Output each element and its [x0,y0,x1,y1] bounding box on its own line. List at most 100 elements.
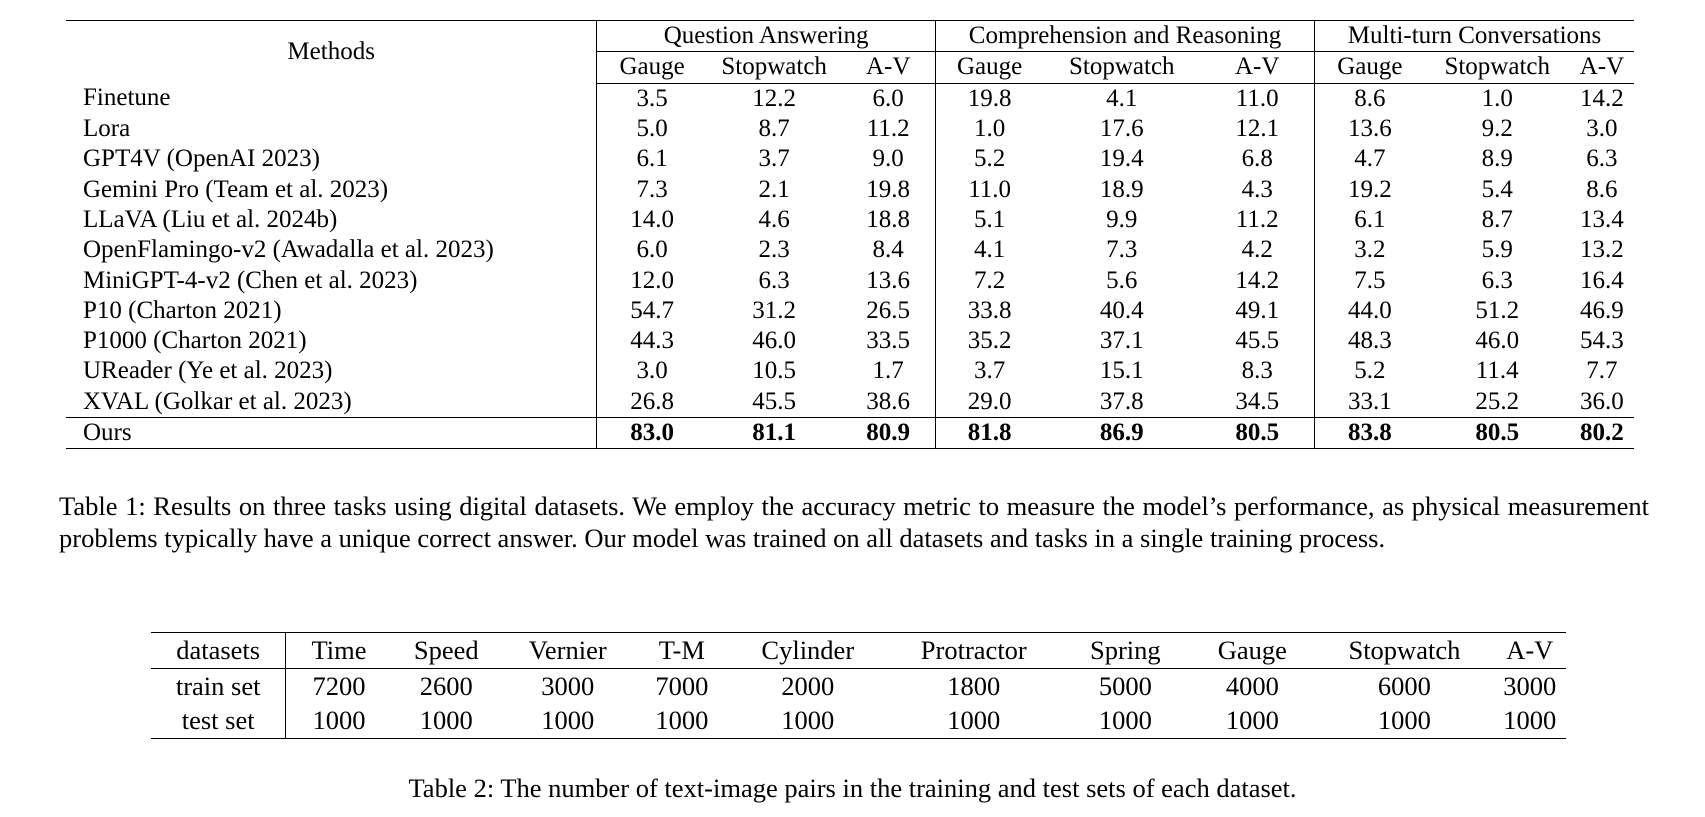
results-table: Methods Question Answering Comprehension… [66,20,1634,450]
dataset-column-header: Gauge [1189,632,1316,669]
split-label: test set [151,703,287,738]
subcol-av: A-V [1200,51,1315,84]
count-cell: 2600 [419,670,473,701]
score-cell: 8.9 [1481,145,1513,173]
table1-caption: Table 1: Results on three tasks using di… [59,491,1649,553]
score-cell: 40.4 [1099,296,1144,324]
score-cell: 8.7 [1481,205,1513,233]
score-cell: 4.2 [1241,236,1273,264]
score-cell: 29.0 [934,386,1044,418]
score-cell: 16.4 [1580,266,1624,294]
score-cell: 12.0 [596,265,707,296]
score-cell: 54.3 [1580,327,1624,355]
table-row: Lora 5.0 8.7 11.2 1.0 17.6 12.1 13.6 9.2 3.0 [66,113,1634,145]
count-cell: 4000 [1225,670,1279,701]
score-cell: 13.6 [866,266,911,294]
table2-header-row: datasets Time Speed Vernier T-M Cylinder Protr… [151,632,1566,669]
count-cell: 5000 [1098,670,1152,701]
count-cell: 7000 [655,670,709,701]
table-row: test set 1000 1000 1000 1000 1000 1000 1000 1000… [151,703,1566,738]
score-cell: 6.3 [1586,145,1618,173]
subcol-stopwatch: Stopwatch [1043,51,1201,84]
table2-caption: Table 2: The number of text-image pairs … [408,773,1297,803]
subcol-av: A-V [1569,51,1634,84]
count-cell: 1000 [1225,705,1279,736]
score-cell: 86.9 [1043,416,1201,449]
method-name: LLaVA (Liu et al. 2024b) [83,205,338,233]
table-row: Finetune 3.5 12.2 6.0 19.8 4.1 11.0 8.6 1.0 14.2 [66,83,1634,114]
score-cell: 3.0 [596,356,707,387]
score-cell: 5.0 [596,113,707,145]
table-row: LLaVA (Liu et al. 2024b) 14.0 4.6 18.8 5.1 9.… [66,204,1634,236]
subcol-stopwatch: Stopwatch [706,51,842,84]
score-cell: 3.5 [596,83,707,114]
table2-body: datasets Time Speed Vernier T-M Cylinder Protr… [151,632,1566,738]
score-cell: 8.7 [758,115,790,143]
score-cell: 5.4 [1481,175,1513,203]
score-cell: 5.6 [1106,266,1138,294]
score-cell: 46.0 [1475,327,1520,355]
score-cell: 1.7 [872,357,904,385]
dataset-column-header: Stopwatch [1315,632,1494,669]
method-name: XVAL (Golkar et al. 2023) [83,387,352,415]
dataset-column-header: Vernier [500,632,635,669]
method-name: Lora [83,115,131,143]
count-cell: 3000 [1503,670,1557,701]
dataset-column-header: Speed [391,632,501,669]
score-cell: 14.0 [596,204,707,236]
split-label: train set [151,668,287,703]
method-name: MiniGPT-4-v2 (Chen et al. 2023) [83,266,418,294]
score-cell: 31.2 [752,296,797,324]
score-cell: 6.0 [596,235,707,266]
score-cell: 37.1 [1099,327,1144,355]
score-cell: 12.1 [1235,115,1280,143]
dataset-column-header: Cylinder [729,632,887,669]
score-cell: 2.3 [758,236,790,264]
count-cell: 1000 [781,705,835,736]
table-row: P1000 (Charton 2021) 44.3 46.0 33.5 35.2 37.1… [66,325,1634,357]
score-cell: 35.2 [934,325,1044,357]
score-cell: 9.2 [1481,115,1513,143]
score-cell: 26.8 [596,386,707,418]
subcol-gauge: Gauge [934,51,1044,84]
score-cell: 11.0 [934,174,1044,205]
method-name: OpenFlamingo-v2 (Awadalla et al. 2023) [83,236,494,264]
score-cell: 45.5 [1235,327,1280,355]
table-row: UReader (Ye et al. 2023) 3.0 10.5 1.7 3.7 15.… [66,356,1634,387]
datasets-header: datasets [151,632,287,669]
score-cell: 25.2 [1475,387,1520,415]
count-cell: 1800 [947,670,1001,701]
score-cell: 14.2 [1235,266,1280,294]
score-cell: 80.5 [1424,416,1570,449]
score-cell: 11.2 [1235,205,1279,233]
score-cell: 4.6 [758,205,790,233]
count-cell: 1000 [419,705,473,736]
score-cell: 3.7 [758,145,790,173]
count-cell: 1000 [655,705,709,736]
count-cell: 1000 [947,705,1001,736]
score-cell: 8.6 [1314,83,1425,114]
score-cell: 5.2 [1314,356,1425,387]
subcol-stopwatch: Stopwatch [1424,51,1570,84]
score-cell: 80.9 [841,416,936,449]
score-cell: 36.0 [1580,387,1624,415]
score-cell: 18.8 [866,205,911,233]
score-cell: 13.4 [1580,205,1624,233]
table-row: P10 (Charton 2021) 54.7 31.2 26.5 33.8 40.4 49… [66,295,1634,326]
dataset-column-header: T-M [634,632,730,669]
score-cell: 19.8 [934,83,1044,114]
table-row: GPT4V (OpenAI 2023) 6.1 3.7 9.0 5.2 19.4 6.8 4.… [66,144,1634,175]
score-cell: 44.0 [1314,295,1425,326]
score-cell: 17.6 [1099,115,1144,143]
score-cell: 12.2 [752,84,797,112]
count-cell: 2000 [781,670,835,701]
method-name: GPT4V (OpenAI 2023) [83,145,321,173]
score-cell: 5.1 [934,204,1044,236]
score-cell: 7.7 [1586,357,1618,385]
table-row: XVAL (Golkar et al. 2023) 26.8 45.5 38.6 29.… [66,386,1634,418]
score-cell: 4.3 [1241,175,1273,203]
score-cell: 3.2 [1314,235,1425,266]
count-cell: 7200 [312,670,366,701]
group-header-question-answering: Question Answering [596,20,936,53]
